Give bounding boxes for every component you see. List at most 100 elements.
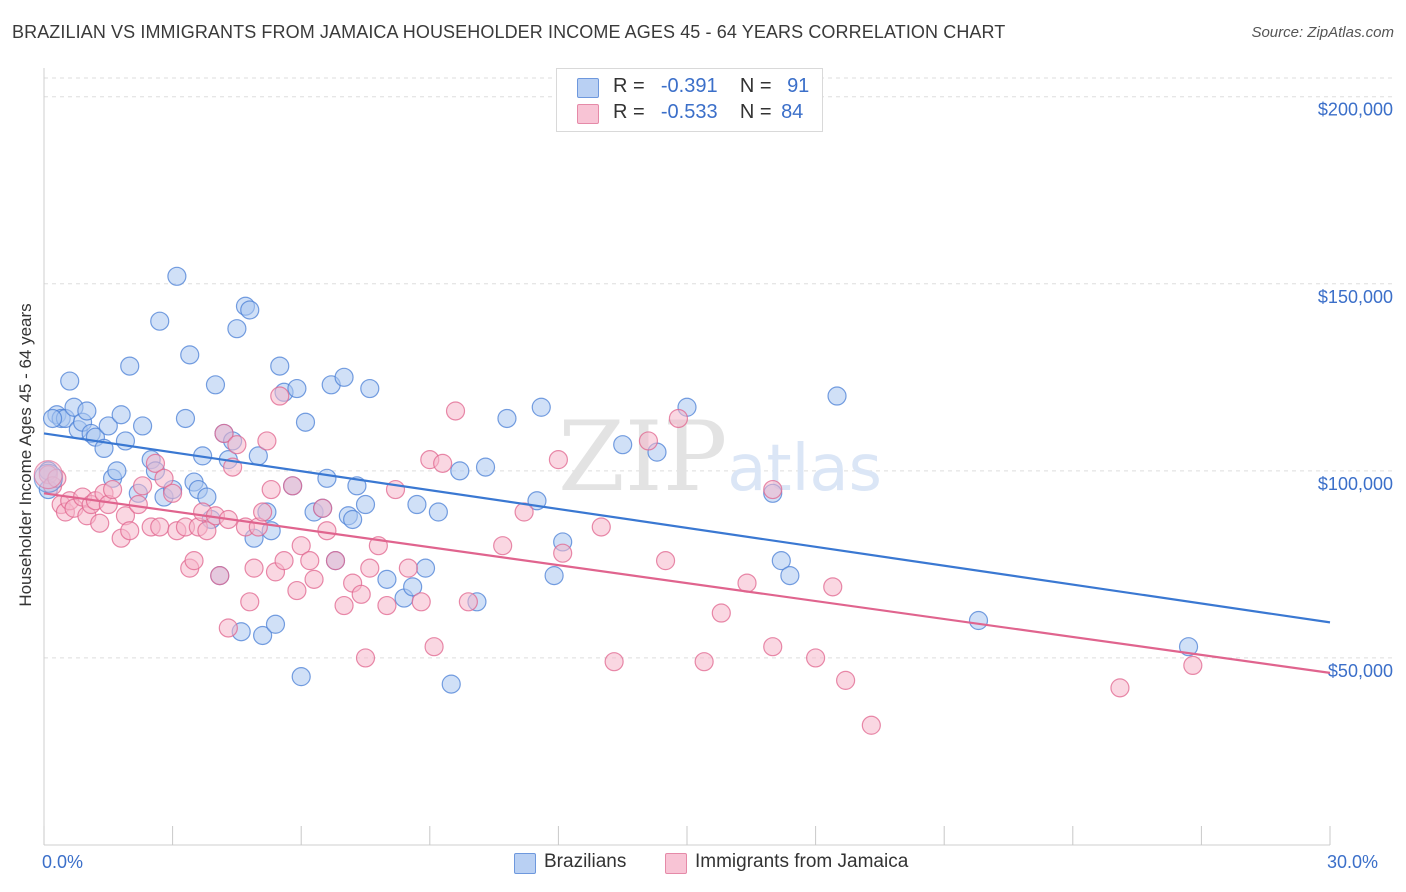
point-brazilians: [132, 416, 153, 436]
point-jamaica: [823, 577, 843, 597]
trend-line-brazilians: [43, 432, 1331, 624]
point-jamaica: [334, 595, 354, 616]
point-brazilians: [240, 300, 260, 320]
point-jamaica: [398, 558, 418, 578]
point-brazilians: [42, 408, 63, 429]
y-axis-label: Householder Income Ages 45 - 64 years: [16, 303, 35, 607]
point-brazilians: [60, 371, 80, 391]
legend-r-value: -0.391: [660, 75, 718, 97]
legend-n-value: 91: [787, 75, 810, 97]
y-tick-label: $100,000: [1318, 474, 1393, 494]
point-jamaica: [763, 637, 783, 657]
point-jamaica: [445, 401, 466, 421]
point-jamaica: [163, 483, 183, 503]
point-brazilians: [98, 416, 118, 436]
point-brazilians: [407, 494, 427, 515]
point-brazilians: [295, 412, 316, 432]
point-jamaica: [253, 502, 273, 522]
point-jamaica: [214, 423, 234, 444]
point-brazilians: [205, 375, 226, 395]
trend-line-jamaica: [43, 492, 1331, 674]
point-jamaica: [154, 468, 174, 488]
bottom-legend-swatch-pink: [665, 853, 687, 874]
point-brazilians: [107, 461, 127, 481]
point-jamaica: [591, 517, 611, 537]
point-jamaica: [261, 479, 281, 500]
point-brazilians: [227, 319, 247, 339]
legend-n-label: N =: [739, 101, 772, 123]
point-jamaica: [274, 551, 294, 571]
point-jamaica: [638, 431, 659, 451]
point-brazilians: [111, 405, 131, 425]
point-brazilians: [77, 401, 97, 421]
point-jamaica: [197, 521, 217, 541]
point-jamaica: [668, 408, 689, 429]
point-jamaica: [291, 536, 311, 556]
point-jamaica: [836, 670, 856, 690]
bottom-legend-label: Brazilians: [544, 851, 627, 872]
point-brazilians: [968, 610, 989, 631]
point-brazilians: [403, 577, 423, 597]
point-jamaica: [257, 431, 277, 451]
point-jamaica: [355, 648, 376, 668]
point-jamaica: [270, 386, 290, 406]
point-jamaica: [132, 476, 153, 496]
point-brazilians: [291, 667, 311, 687]
point-jamaica: [283, 476, 303, 496]
point-brazilians: [175, 408, 196, 429]
point-brazilians: [347, 476, 367, 496]
x-tick-max: 30.0%: [1327, 852, 1379, 872]
source-credit: Source: ZipAtlas.com: [1251, 24, 1394, 41]
point-jamaica: [411, 592, 431, 612]
legend-swatch-pink: [577, 104, 599, 124]
y-tick-label: $200,000: [1318, 100, 1393, 120]
point-brazilians: [150, 311, 170, 331]
point-jamaica: [360, 558, 380, 578]
point-brazilians: [441, 674, 461, 694]
y-tick-label: $150,000: [1318, 287, 1393, 307]
point-brazilians: [428, 502, 448, 522]
point-jamaica: [313, 498, 333, 518]
point-jamaica: [424, 637, 444, 657]
watermark: ZIPatlas: [558, 401, 882, 513]
point-brazilians: [317, 468, 337, 488]
point-jamaica: [1110, 678, 1130, 698]
point-brazilians: [771, 551, 791, 571]
point-brazilians: [167, 266, 187, 286]
legend-stats-jamaica: R = -0.533 N = 84: [613, 101, 803, 124]
point-jamaica: [694, 652, 714, 672]
point-jamaica: [300, 551, 320, 571]
point-jamaica: [458, 592, 478, 612]
legend-n-value: 84: [781, 101, 804, 123]
point-jamaica: [604, 652, 624, 672]
point-brazilians: [265, 614, 286, 634]
point-jamaica: [655, 551, 676, 571]
point-brazilians: [1178, 637, 1199, 657]
point-brazilians: [355, 494, 376, 515]
point-jamaica: [145, 453, 166, 473]
bottom-legend-label: Immigrants from Jamaica: [695, 851, 909, 872]
legend-r-value: -0.533: [660, 101, 718, 123]
point-brazilians: [780, 566, 800, 586]
point-brazilians: [497, 408, 517, 429]
point-jamaica: [304, 569, 324, 589]
point-brazilians: [334, 367, 354, 387]
point-brazilians: [270, 356, 290, 376]
point-brazilians: [450, 461, 470, 481]
point-brazilians: [377, 569, 397, 589]
point-jamaica: [548, 450, 569, 470]
point-jamaica: [90, 513, 110, 533]
point-jamaica: [325, 551, 346, 571]
point-brazilians: [180, 345, 200, 365]
point-jamaica: [150, 517, 170, 537]
point-jamaica-large: [33, 459, 63, 490]
point-jamaica: [184, 551, 204, 571]
point-jamaica: [120, 521, 140, 541]
legend-r-label: R =: [613, 101, 645, 123]
point-brazilians: [531, 397, 551, 417]
point-brazilians: [613, 435, 633, 455]
point-brazilians: [475, 457, 496, 477]
x-tick-min: 0.0%: [42, 852, 84, 872]
point-jamaica: [493, 536, 513, 556]
